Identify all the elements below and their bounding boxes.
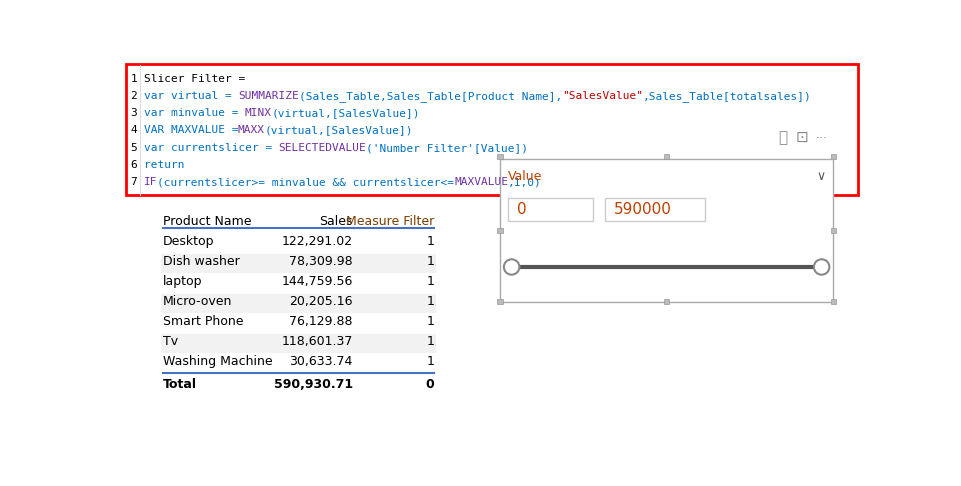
Text: MAXVALUE: MAXVALUE <box>454 177 507 187</box>
Text: (currentslicer>= minvalue && currentslicer<=: (currentslicer>= minvalue && currentslic… <box>157 177 454 187</box>
FancyBboxPatch shape <box>829 299 835 304</box>
Text: 144,759.56: 144,759.56 <box>281 275 353 288</box>
Text: ···: ··· <box>815 132 826 145</box>
Text: 590000: 590000 <box>613 202 671 217</box>
Text: 1: 1 <box>426 315 433 328</box>
Text: Dish washer: Dish washer <box>162 255 239 268</box>
Text: Sales: Sales <box>319 215 353 227</box>
FancyBboxPatch shape <box>160 274 436 293</box>
Text: Product Name: Product Name <box>162 215 251 227</box>
Text: ,Sales_Table[totalsales]): ,Sales_Table[totalsales]) <box>642 91 811 102</box>
Text: MINX: MINX <box>244 108 271 118</box>
Text: var virtual =: var virtual = <box>143 91 237 101</box>
Text: 0: 0 <box>425 378 433 391</box>
Text: 76,129.88: 76,129.88 <box>289 315 353 328</box>
FancyBboxPatch shape <box>663 299 669 304</box>
FancyBboxPatch shape <box>160 234 436 253</box>
FancyBboxPatch shape <box>126 65 857 195</box>
FancyBboxPatch shape <box>160 334 436 353</box>
FancyBboxPatch shape <box>829 228 835 233</box>
Text: 118,601.37: 118,601.37 <box>281 335 353 348</box>
Circle shape <box>504 260 519 275</box>
Text: Desktop: Desktop <box>162 235 214 248</box>
Text: 1: 1 <box>131 74 137 84</box>
FancyBboxPatch shape <box>160 254 436 273</box>
Text: ∨: ∨ <box>816 170 825 183</box>
Text: 5: 5 <box>131 142 137 153</box>
Text: 122,291.02: 122,291.02 <box>282 235 353 248</box>
Text: 78,309.98: 78,309.98 <box>289 255 353 268</box>
Text: 1: 1 <box>426 335 433 348</box>
FancyBboxPatch shape <box>500 159 832 302</box>
Text: Smart Phone: Smart Phone <box>162 315 243 328</box>
Text: 1: 1 <box>426 355 433 368</box>
Text: "SalesValue": "SalesValue" <box>561 91 642 101</box>
FancyBboxPatch shape <box>160 294 436 313</box>
Text: 2: 2 <box>131 91 137 101</box>
Text: MAXX: MAXX <box>237 125 264 136</box>
Text: ,1,0): ,1,0) <box>507 177 541 187</box>
Text: 7: 7 <box>131 177 137 187</box>
Text: 3: 3 <box>131 108 137 118</box>
Text: ⊡: ⊡ <box>795 130 808 145</box>
FancyBboxPatch shape <box>604 198 704 221</box>
FancyBboxPatch shape <box>829 154 835 159</box>
Text: Micro-oven: Micro-oven <box>162 295 232 308</box>
Text: Washing Machine: Washing Machine <box>162 355 272 368</box>
Text: Tv: Tv <box>162 335 178 348</box>
FancyBboxPatch shape <box>663 154 669 159</box>
Text: SELECTEDVALUE: SELECTEDVALUE <box>279 142 366 153</box>
Text: 0: 0 <box>516 202 526 217</box>
Text: 4: 4 <box>131 125 137 136</box>
Text: Value: Value <box>507 170 542 183</box>
Text: 590,930.71: 590,930.71 <box>273 378 353 391</box>
Text: Slicer Filter =: Slicer Filter = <box>143 74 244 84</box>
Text: 30,633.74: 30,633.74 <box>289 355 353 368</box>
FancyBboxPatch shape <box>497 154 503 159</box>
Text: 1: 1 <box>426 255 433 268</box>
Text: (Sales_Table,Sales_Table[Product Name],: (Sales_Table,Sales_Table[Product Name], <box>299 91 561 102</box>
Text: (virtual,[SalesValue]): (virtual,[SalesValue]) <box>264 125 413 136</box>
Text: Measure Filter: Measure Filter <box>346 215 433 227</box>
Circle shape <box>813 260 828 275</box>
Text: ('Number Filter'[Value]): ('Number Filter'[Value]) <box>366 142 528 153</box>
Text: 20,205.16: 20,205.16 <box>289 295 353 308</box>
FancyBboxPatch shape <box>160 314 436 333</box>
Text: Total: Total <box>162 378 197 391</box>
FancyBboxPatch shape <box>497 299 503 304</box>
Text: 1: 1 <box>426 235 433 248</box>
Text: laptop: laptop <box>162 275 202 288</box>
FancyBboxPatch shape <box>507 198 592 221</box>
Text: SUMMARIZE: SUMMARIZE <box>237 91 299 101</box>
Text: VAR MAXVALUE =: VAR MAXVALUE = <box>143 125 237 136</box>
Text: 1: 1 <box>426 275 433 288</box>
Text: 6: 6 <box>131 160 137 170</box>
Text: 1: 1 <box>426 295 433 308</box>
Text: var currentslicer =: var currentslicer = <box>143 142 279 153</box>
Text: (virtual,[SalesValue]): (virtual,[SalesValue]) <box>271 108 420 118</box>
FancyBboxPatch shape <box>160 354 436 373</box>
Text: var minvalue =: var minvalue = <box>143 108 244 118</box>
Text: IF: IF <box>143 177 157 187</box>
Text: ⛉: ⛉ <box>777 130 787 145</box>
Text: return: return <box>143 160 184 170</box>
FancyBboxPatch shape <box>497 228 503 233</box>
